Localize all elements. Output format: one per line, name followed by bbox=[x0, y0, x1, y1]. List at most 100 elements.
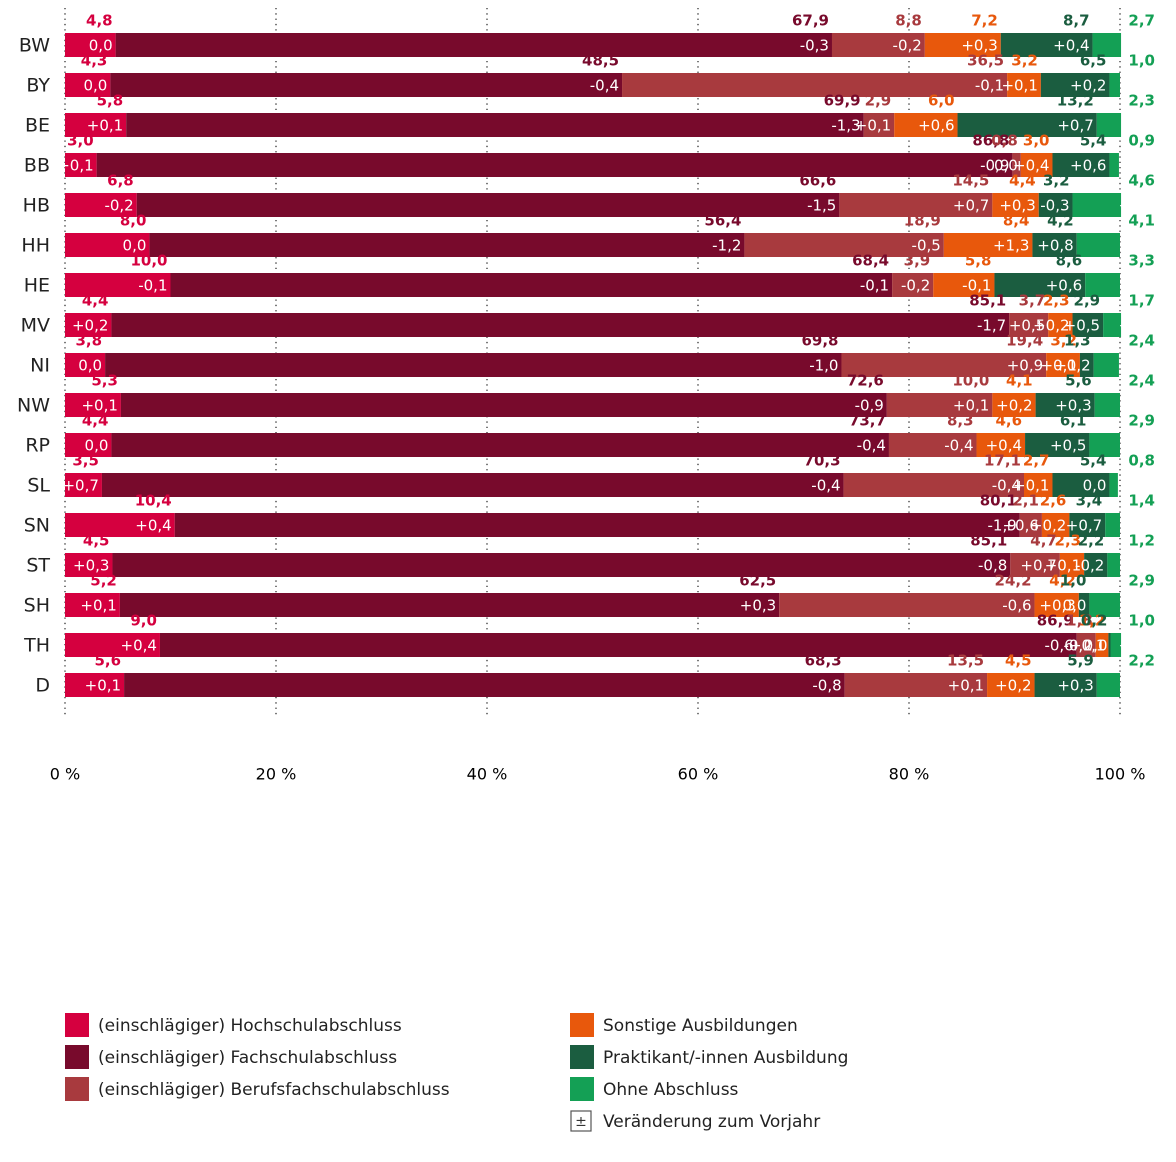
change-label: -0,2 bbox=[104, 197, 133, 215]
change-label: +0,7 bbox=[62, 477, 98, 495]
change-label: -0,2 bbox=[1126, 357, 1155, 375]
bar-segment bbox=[924, 33, 1001, 57]
category-label: RP bbox=[25, 435, 50, 457]
bar-segment bbox=[1105, 513, 1120, 537]
change-label: +0,1 bbox=[87, 117, 123, 135]
value-label: 4,1 bbox=[1128, 212, 1155, 230]
bar-segment bbox=[943, 233, 1033, 257]
value-label: 2,9 bbox=[1074, 292, 1101, 310]
bar-segment bbox=[174, 513, 1020, 537]
value-label: 6,0 bbox=[928, 92, 955, 110]
bar-segment bbox=[65, 113, 127, 137]
bar-segment bbox=[65, 633, 160, 657]
bar-segment bbox=[119, 593, 780, 617]
change-label: +0,1 bbox=[1001, 77, 1037, 95]
change-label: +0,2 bbox=[72, 317, 108, 335]
change-label: -0,1 bbox=[860, 277, 889, 295]
change-label: +0,6 bbox=[1046, 277, 1082, 295]
change-label: +0,3 bbox=[1119, 317, 1155, 335]
value-label: 1,8 bbox=[1066, 612, 1093, 630]
change-label: +0,4 bbox=[121, 637, 157, 655]
bar-segment bbox=[1107, 553, 1120, 577]
change-label: 0,0 bbox=[89, 37, 113, 55]
change-label: +0,3 bbox=[1057, 677, 1093, 695]
change-label: +0,2 bbox=[1054, 357, 1090, 375]
change-label: -0,4 bbox=[590, 77, 619, 95]
change-label: +0,5 bbox=[1009, 317, 1045, 335]
value-label: 5,6 bbox=[1065, 372, 1092, 390]
change-label: +0,2 bbox=[996, 397, 1032, 415]
bar-segment bbox=[65, 473, 102, 497]
change-label: -0,2 bbox=[893, 37, 922, 55]
value-label: 4,7 bbox=[1030, 532, 1057, 550]
value-label: 2,2 bbox=[1128, 652, 1155, 670]
bar-segment bbox=[1093, 353, 1119, 377]
value-label: 5,3 bbox=[91, 372, 118, 390]
change-label: +0,2 bbox=[1030, 517, 1066, 535]
bar-segment bbox=[892, 273, 934, 297]
bar-segment bbox=[126, 113, 864, 137]
value-label: 5,6 bbox=[95, 652, 122, 670]
bar-segment bbox=[1052, 473, 1110, 497]
bar-segment bbox=[65, 433, 112, 457]
change-label: +0,9 bbox=[1007, 357, 1043, 375]
bar-segment bbox=[170, 273, 893, 297]
bar-segment bbox=[1034, 593, 1079, 617]
bar-segment bbox=[149, 233, 745, 257]
bar-segment bbox=[1019, 513, 1042, 537]
bar-segment bbox=[888, 433, 977, 457]
bar-segment bbox=[1089, 433, 1120, 457]
x-tick-label: 60 % bbox=[678, 765, 719, 784]
bar-segment bbox=[65, 513, 175, 537]
change-label: -0,4 bbox=[992, 477, 1021, 495]
value-label: 2,9 bbox=[1128, 572, 1155, 590]
value-label: 5,4 bbox=[1080, 452, 1107, 470]
change-label: 0,0 bbox=[123, 237, 147, 255]
change-label: 0,0 bbox=[1083, 477, 1107, 495]
change-label: +0,3 bbox=[1119, 397, 1155, 415]
bar-segment bbox=[1103, 313, 1122, 337]
value-label: 5,8 bbox=[97, 92, 124, 110]
value-label: 17,1 bbox=[984, 452, 1021, 470]
bar-segment bbox=[1020, 153, 1053, 177]
value-label: 67,9 bbox=[792, 12, 829, 30]
change-label: +0,3 bbox=[999, 197, 1035, 215]
change-label: +0,1 bbox=[948, 677, 984, 695]
x-tick-label: 100 % bbox=[1095, 765, 1146, 784]
value-label: 4,4 bbox=[82, 292, 109, 310]
change-label: +0,7 bbox=[1020, 557, 1056, 575]
bar-segment bbox=[1041, 513, 1070, 537]
bar-segment bbox=[1078, 593, 1090, 617]
value-label: 4,6 bbox=[1128, 172, 1155, 190]
category-label: HE bbox=[24, 275, 50, 297]
value-label: 8,0 bbox=[120, 212, 147, 230]
value-label: 2,2 bbox=[1078, 532, 1105, 550]
change-label: -0,1 bbox=[138, 277, 167, 295]
change-label: +0,1 bbox=[85, 677, 121, 695]
value-label: 73,7 bbox=[849, 412, 886, 430]
bar-segment bbox=[1069, 513, 1106, 537]
change-label: +0,1 bbox=[855, 117, 891, 135]
bar-segment bbox=[1079, 353, 1094, 377]
value-label: 3,2 bbox=[1011, 52, 1038, 70]
legend-change-symbol: ± bbox=[575, 1114, 587, 1130]
value-label: 2,6 bbox=[1040, 492, 1067, 510]
change-label: -0,1 bbox=[1126, 437, 1155, 455]
change-label: -0,9 bbox=[980, 157, 1009, 175]
x-tick-label: 80 % bbox=[889, 765, 930, 784]
change-label: 0,0 bbox=[1084, 637, 1108, 655]
bar-segment bbox=[1035, 393, 1095, 417]
bar-segment bbox=[843, 473, 1024, 497]
value-label: 3,9 bbox=[904, 252, 931, 270]
value-label: 48,5 bbox=[582, 52, 619, 70]
bar-segment bbox=[65, 153, 97, 177]
change-label: +0,1 bbox=[1040, 357, 1076, 375]
category-label: SH bbox=[24, 595, 50, 617]
bar-segment bbox=[992, 393, 1036, 417]
change-label: 0,0 bbox=[1063, 597, 1087, 615]
value-label: 2,7 bbox=[1128, 12, 1155, 30]
value-label: 1,0 bbox=[1128, 52, 1155, 70]
value-label: 4,5 bbox=[1005, 652, 1032, 670]
change-label: +0,5 bbox=[1064, 317, 1100, 335]
bar-segment bbox=[1046, 353, 1080, 377]
